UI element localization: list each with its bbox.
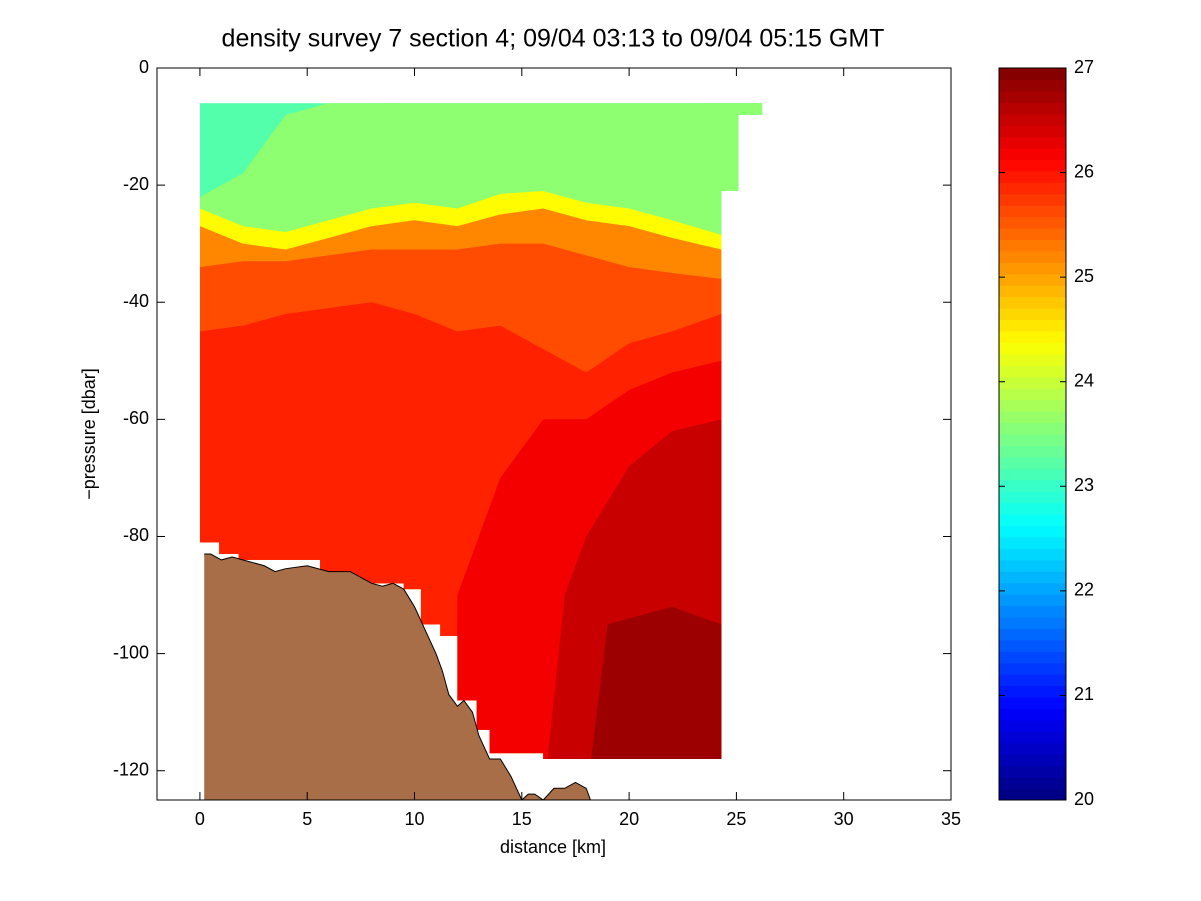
colorbar-swatch xyxy=(999,285,1066,298)
colorbar-swatch xyxy=(999,582,1066,595)
x-tick-label: 25 xyxy=(726,809,746,829)
colorbar-swatch xyxy=(999,205,1066,218)
colorbar-swatch xyxy=(999,113,1066,126)
colorbar-swatch xyxy=(999,68,1066,80)
colorbar-tick-label: 27 xyxy=(1074,57,1094,77)
colorbar-swatch xyxy=(999,296,1066,309)
colorbar-swatch xyxy=(999,685,1066,698)
y-tick-label: -60 xyxy=(123,408,149,428)
x-tick-label: 10 xyxy=(404,809,424,829)
axes-box xyxy=(156,67,952,801)
x-tick-label: 0 xyxy=(195,809,205,829)
colorbar-tick-label: 24 xyxy=(1074,370,1094,390)
colorbar-swatch xyxy=(999,456,1066,469)
colorbar-swatch xyxy=(999,594,1066,607)
colorbar-swatch xyxy=(999,388,1066,401)
colorbar-swatch xyxy=(999,754,1066,767)
colorbar-swatch xyxy=(999,479,1066,492)
colorbar-swatch xyxy=(999,445,1066,458)
colorbar-swatch xyxy=(999,571,1066,584)
density-layer xyxy=(199,606,763,760)
bathymetry-outline xyxy=(204,553,591,800)
colorbar-swatch xyxy=(999,514,1066,526)
colorbar-swatch xyxy=(999,136,1066,149)
colorbar-swatch xyxy=(999,182,1066,195)
colorbar-swatch xyxy=(999,731,1066,744)
chart-title: density survey 7 section 4; 09/04 03:13 … xyxy=(222,25,885,53)
colorbar-swatch xyxy=(999,674,1066,687)
colorbar-swatch xyxy=(999,319,1066,332)
colorbar-swatch xyxy=(999,170,1066,183)
colorbar-swatch xyxy=(999,411,1066,424)
colorbar-swatch xyxy=(999,742,1066,755)
colorbar-swatch xyxy=(999,148,1066,160)
x-tick-label: 5 xyxy=(302,809,312,829)
colorbar-swatch xyxy=(999,777,1066,790)
colorbar-swatch xyxy=(999,308,1066,321)
colorbar-swatch xyxy=(999,559,1066,572)
colorbar-swatch xyxy=(999,399,1066,412)
colorbar-swatch xyxy=(999,719,1066,732)
colorbar-swatch xyxy=(999,342,1066,355)
colorbar-swatch xyxy=(999,628,1066,641)
x-tick-label: 30 xyxy=(834,809,854,829)
colorbar-tick-label: 26 xyxy=(1074,161,1094,181)
y-tick-label: -20 xyxy=(123,174,149,194)
y-tick-label: -40 xyxy=(123,291,149,311)
colorbar-swatch xyxy=(999,697,1066,709)
colorbar-tick-label: 21 xyxy=(1074,684,1094,704)
colorbar-swatch xyxy=(999,159,1066,172)
colorbar-swatch xyxy=(999,251,1066,263)
colorbar-swatch xyxy=(999,376,1066,389)
colorbar-swatch xyxy=(999,468,1066,481)
colorbar-swatch xyxy=(999,422,1066,435)
colorbar-swatch xyxy=(999,79,1066,92)
y-tick-label: -80 xyxy=(123,525,149,545)
x-tick-label: 35 xyxy=(941,809,961,829)
x-axis-label: distance [km] xyxy=(500,837,606,857)
colorbar-swatch xyxy=(999,525,1066,538)
colorbar-swatch xyxy=(999,90,1066,103)
bathymetry xyxy=(204,554,591,800)
colorbar-swatch xyxy=(999,491,1066,504)
colorbar-tick-label: 22 xyxy=(1074,580,1094,600)
colorbar-swatch xyxy=(999,228,1066,241)
colorbar-swatch xyxy=(999,788,1066,801)
colorbar-swatch xyxy=(999,125,1066,138)
y-tick-label: 0 xyxy=(139,57,149,77)
y-axis-label: −pressure [dbar] xyxy=(79,368,99,500)
colorbar-swatch xyxy=(999,273,1066,286)
colorbar-swatch xyxy=(999,639,1066,652)
colorbar-swatch xyxy=(999,662,1066,675)
colorbar-swatch xyxy=(999,502,1066,515)
colorbar-swatch xyxy=(999,605,1066,618)
colorbar-tick-label: 20 xyxy=(1074,789,1094,809)
colorbar-swatch xyxy=(999,262,1066,275)
colorbar-swatch xyxy=(999,765,1066,778)
x-tick-label: 15 xyxy=(512,809,532,829)
colorbar-swatch xyxy=(999,365,1066,378)
y-tick-label: -120 xyxy=(113,759,149,779)
colorbar-swatch xyxy=(999,353,1066,366)
colorbar-swatch xyxy=(999,548,1066,561)
colorbar-swatch xyxy=(999,651,1066,664)
colorbar-swatch xyxy=(999,708,1066,721)
colorbar-swatch xyxy=(999,239,1066,252)
plot-area xyxy=(199,103,763,800)
x-tick-label: 20 xyxy=(619,809,639,829)
colorbar-swatch xyxy=(999,216,1066,229)
colorbar-swatch xyxy=(999,536,1066,549)
colorbar-swatch xyxy=(999,331,1066,343)
colorbar-tick-label: 23 xyxy=(1074,475,1094,495)
colorbar-swatch xyxy=(999,193,1066,206)
colorbar-swatch xyxy=(999,102,1066,115)
colorbar-swatch xyxy=(999,434,1066,446)
colorbar-box xyxy=(998,67,1067,801)
colorbar-swatch xyxy=(999,617,1066,629)
colorbar-tick-label: 25 xyxy=(1074,266,1094,286)
y-tick-label: -100 xyxy=(113,642,149,662)
